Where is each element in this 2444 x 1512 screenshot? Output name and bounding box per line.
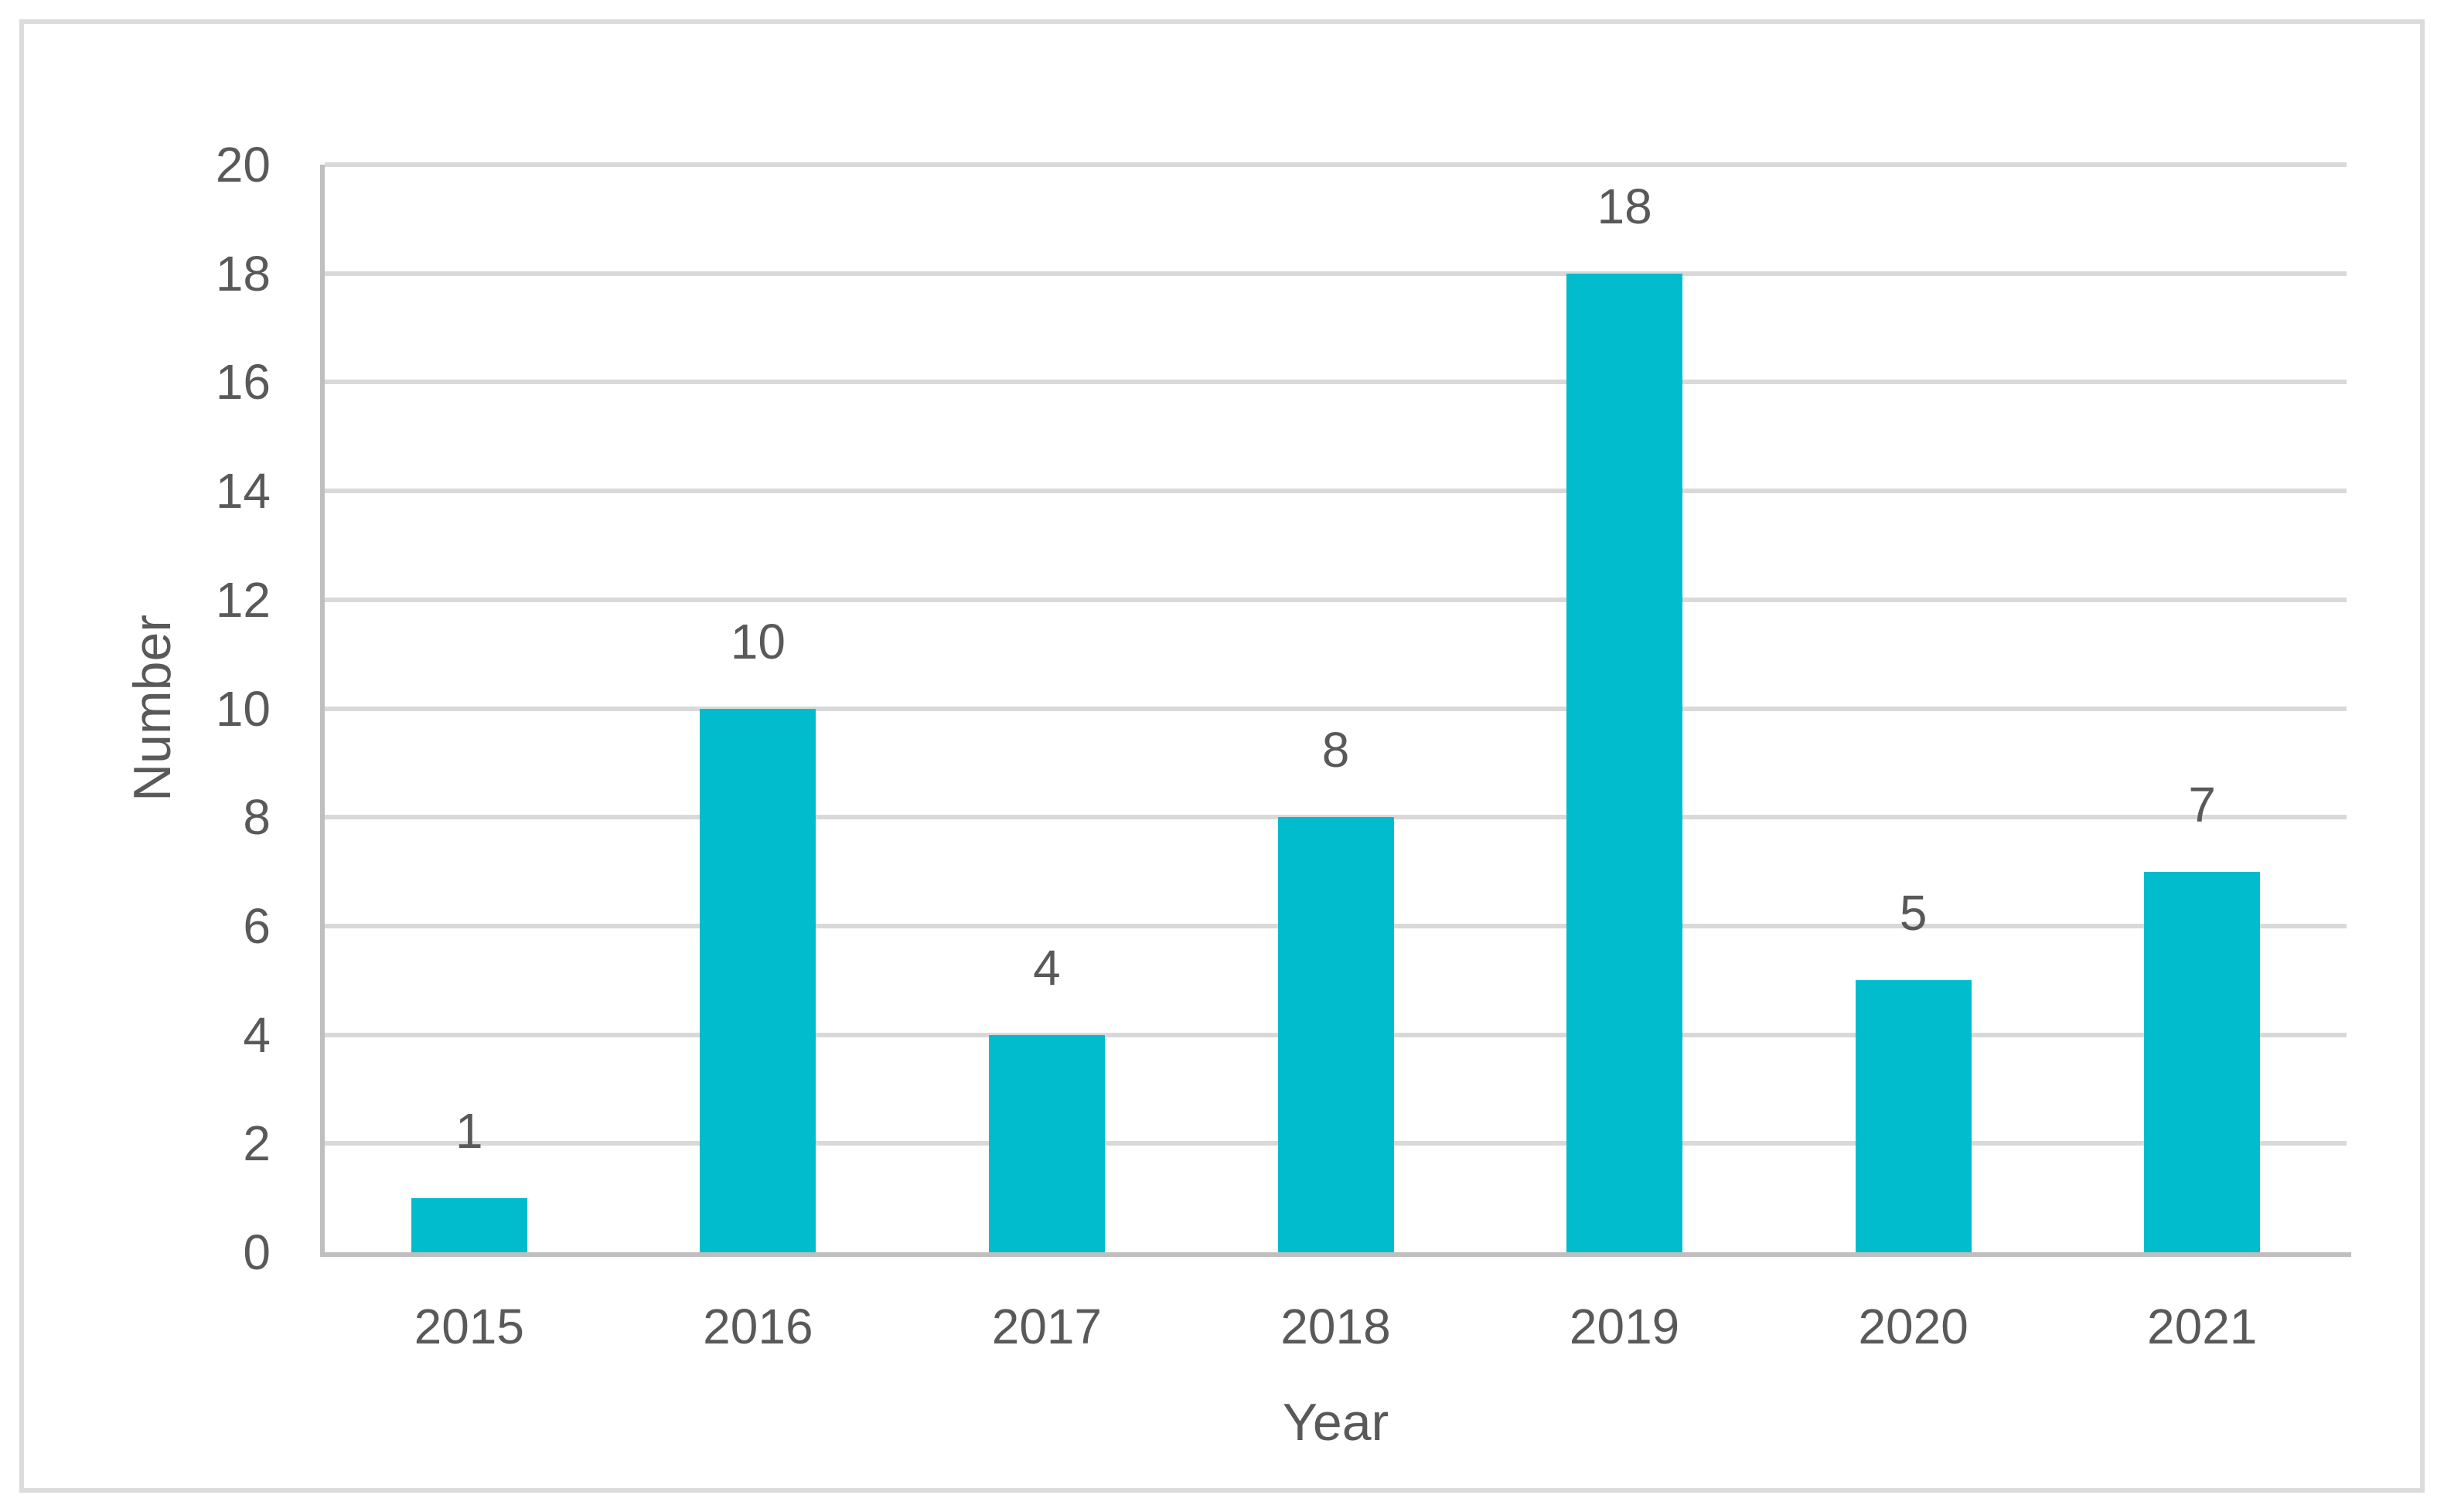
x-axis-title: Year [1282, 1393, 1389, 1452]
y-tick-label: 20 [215, 137, 271, 192]
gridline [325, 815, 2347, 820]
x-tick-label: 2018 [1280, 1299, 1391, 1354]
x-tick-label: 2015 [414, 1299, 524, 1354]
y-tick-label: 12 [215, 571, 271, 628]
y-tick-label: 16 [215, 354, 271, 410]
bar [700, 708, 816, 1252]
bar [2144, 871, 2261, 1252]
y-tick-label: 4 [243, 1006, 271, 1063]
x-axis-line [320, 1252, 2351, 1257]
chart-frame-border [19, 19, 2425, 1493]
gridline [325, 162, 2347, 167]
y-tick-label: 8 [243, 789, 271, 846]
bar-value-label: 10 [730, 613, 786, 669]
bar-value-label: 18 [1597, 178, 1652, 234]
y-tick-label: 6 [243, 897, 271, 954]
x-tick-label: 2016 [703, 1299, 813, 1354]
y-tick-label: 18 [215, 245, 271, 301]
gridline [325, 706, 2347, 711]
gridline [325, 597, 2347, 602]
bar [1566, 273, 1683, 1252]
x-tick-label: 2021 [2147, 1299, 2258, 1354]
bar [411, 1197, 527, 1252]
bar-value-label: 1 [455, 1102, 483, 1159]
gridline [325, 489, 2347, 494]
y-axis-line [320, 165, 325, 1257]
bar [1855, 980, 1972, 1252]
y-tick-label: 0 [243, 1224, 271, 1280]
bar-value-label: 7 [2188, 776, 2216, 833]
x-tick-label: 2020 [1858, 1299, 1968, 1354]
bar-value-label: 4 [1033, 939, 1061, 996]
x-tick-label: 2019 [1569, 1299, 1680, 1354]
bar-value-label: 8 [1321, 722, 1350, 778]
bar [1277, 817, 1394, 1252]
gridline [325, 380, 2347, 385]
x-tick-label: 2017 [991, 1299, 1103, 1354]
y-tick-label: 10 [215, 680, 271, 737]
gridline [325, 271, 2347, 276]
y-tick-label: 2 [243, 1115, 271, 1172]
y-tick-label: 14 [215, 463, 271, 519]
bar [988, 1034, 1105, 1252]
bar-value-label: 5 [1899, 885, 1928, 942]
plot-area: 1 10 4 8 18 5 7 [325, 162, 2347, 1252]
